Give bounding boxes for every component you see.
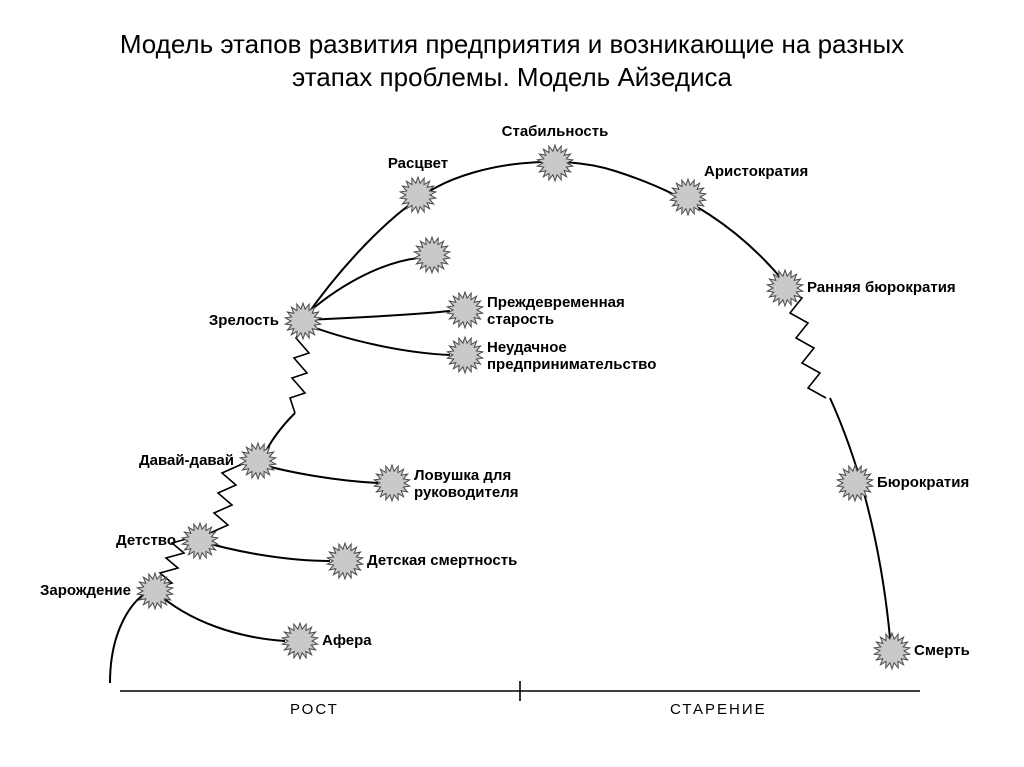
node-affair <box>282 623 317 659</box>
label-prime: Расцвет <box>338 155 498 172</box>
node-divorce <box>414 237 449 273</box>
label-stability: Стабильность <box>475 123 635 140</box>
label-affair: Афера <box>322 632 372 649</box>
node-founder-trap <box>374 465 409 501</box>
label-bureaucracy: Бюрократия <box>877 474 969 491</box>
node-early-bureau <box>767 270 802 306</box>
node-go-go <box>240 443 275 479</box>
label-maturity: Зрелость <box>141 312 279 329</box>
label-childhood: Детство <box>38 532 176 549</box>
node-death <box>874 633 909 669</box>
page-title: Модель этапов развития предприятия и воз… <box>102 28 922 93</box>
node-premature-age <box>447 292 482 328</box>
label-early-bureau: Ранняя бюрократия <box>807 279 956 296</box>
axis-label-aging: СТАРЕНИЕ <box>670 701 767 718</box>
node-failed-entre <box>447 337 482 373</box>
label-infant-death: Детская смертность <box>367 552 517 569</box>
node-infant-death <box>327 543 362 579</box>
label-go-go: Давай-давай <box>96 452 234 469</box>
diagram-page: Модель этапов развития предприятия и воз… <box>0 0 1024 767</box>
diagram-canvas: Зарождение Детство Давай-давай Зрелость Расц… <box>0 93 1024 733</box>
axis-label-growth: РОСТ <box>290 701 339 718</box>
node-bureaucracy <box>837 465 872 501</box>
label-aristocracy: Аристократия <box>704 163 808 180</box>
label-birth: Зарождение <box>0 582 131 599</box>
label-founder-trap: Ловушка для руководителя <box>414 467 574 502</box>
node-maturity <box>285 303 320 339</box>
label-failed-entre: Неудачное предпринимательство <box>487 339 647 374</box>
diagram-svg <box>0 93 1024 733</box>
node-stability <box>537 145 572 181</box>
label-premature-age: Преждевременная старость <box>487 294 647 329</box>
node-childhood <box>182 523 217 559</box>
label-death: Смерть <box>914 642 970 659</box>
